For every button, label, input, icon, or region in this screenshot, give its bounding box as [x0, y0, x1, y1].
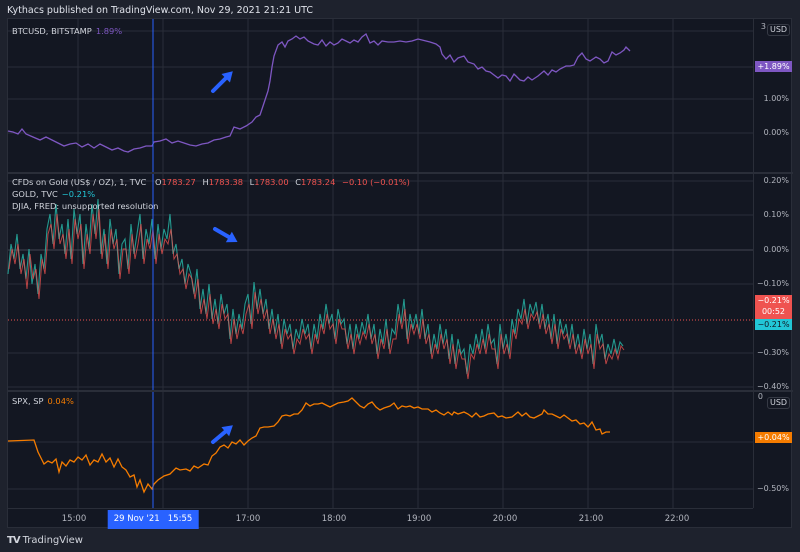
btc-pane-grid [7, 19, 753, 172]
gold-axis-label: −0.10% [756, 279, 789, 288]
djia-legend: DJIA, FRED: unsupported resolution [12, 201, 159, 211]
time-label: 21:00 [578, 514, 604, 524]
gold-red-badge: −0.21% 00:52 [755, 295, 792, 319]
spx-pane[interactable]: SPX, SP 0.04% [7, 392, 753, 508]
spx-last-price-badge: +0.04% [755, 432, 792, 443]
spx-pane-grid [7, 392, 753, 508]
gold-teal-badge: −0.21% [755, 319, 792, 330]
btc-change: 1.89% [95, 26, 123, 36]
crosshair-time-label: 29 Nov '21 15:55 [107, 510, 199, 529]
time-axis[interactable]: 15:00 17:00 18:00 19:00 20:00 21:00 22:0… [8, 508, 753, 529]
gold-price-axis[interactable]: 0.20% 0.10% 0.00% −0.10% −0.21% 00:52 −0… [753, 174, 793, 391]
btc-axis-label: 0.00% [763, 128, 789, 137]
close-label: C [295, 177, 302, 187]
gold-axis-label: 0.20% [763, 176, 789, 185]
btc-pane[interactable]: BTCUSD, BITSTAMP 1.89% [7, 19, 753, 172]
btc-axis-label: 1.00% [763, 94, 789, 103]
time-label: 19:00 [406, 514, 432, 524]
low-label: L [249, 177, 255, 187]
btc-axis-label: 3 [760, 22, 766, 31]
gold-second-change: −0.21% [61, 189, 96, 199]
tradingview-logo-icon: TV [7, 535, 21, 546]
gold-axis-label: 0.00% [763, 245, 789, 254]
gold-bar-timer: 00:52 [761, 307, 786, 316]
gold-axis-label: −0.40% [756, 382, 789, 391]
tradingview-logo[interactable]: TV TradingView [7, 535, 83, 546]
spx-symbol: SPX, SP [12, 396, 44, 406]
pane-separator[interactable] [8, 390, 793, 392]
spx-currency-button[interactable]: USD [767, 397, 791, 409]
gold-red-value: −0.21% [757, 296, 790, 305]
gold-axis-label: −0.30% [756, 348, 789, 357]
time-label: 22:00 [664, 514, 690, 524]
gold-candles [7, 198, 625, 380]
gold-change: −0.10 (−0.01%) [342, 177, 410, 187]
time-label: 20:00 [492, 514, 518, 524]
spx-change: 0.04% [47, 396, 74, 406]
gold-legend[interactable]: CFDs on Gold (US$ / OZ), 1, TVC O1783.27… [12, 176, 410, 212]
spx-axis-label: −0.50% [756, 484, 789, 493]
gold-title: CFDs on Gold (US$ / OZ), 1, TVC [12, 177, 147, 187]
gold-legend-main: CFDs on Gold (US$ / OZ), 1, TVC O1783.27… [12, 176, 410, 188]
spx-legend[interactable]: SPX, SP 0.04% [12, 395, 74, 407]
high-value: 1783.38 [208, 177, 244, 187]
gold-second-symbol: GOLD, TVC [12, 189, 58, 199]
gold-axis-label: 0.10% [763, 210, 789, 219]
arrow-down-icon [213, 227, 238, 243]
open-value: 1783.27 [161, 177, 196, 187]
high-label: H [202, 177, 209, 187]
gold-pane[interactable]: CFDs on Gold (US$ / OZ), 1, TVC O1783.27… [7, 174, 753, 390]
open-label: O [154, 177, 162, 187]
btc-symbol: BTCUSD, BITSTAMP [12, 26, 92, 36]
time-label: 15:00 [61, 514, 87, 524]
tradingview-brand: TradingView [22, 535, 83, 546]
arrow-up-icon [211, 425, 233, 444]
spx-axis-label: 0 [757, 392, 763, 401]
btc-price-axis[interactable]: 3 USD +1.89% 1.00% 0.00% [753, 19, 793, 172]
time-label: 17:00 [235, 514, 261, 524]
btc-legend[interactable]: BTCUSD, BITSTAMP 1.89% [12, 25, 122, 37]
spx-line [7, 397, 610, 494]
spx-price-axis[interactable]: 0 USD +0.04% −0.50% [753, 392, 793, 508]
btc-last-price-badge: +1.89% [755, 61, 792, 72]
time-label: 18:00 [321, 514, 347, 524]
gold-pane-grid [7, 174, 753, 390]
btc-line [7, 32, 631, 153]
arrow-up-icon [211, 71, 233, 93]
low-value: 1783.00 [254, 177, 289, 187]
gold-legend-second: GOLD, TVC −0.21% [12, 188, 410, 200]
publish-line: Kythacs published on TradingView.com, No… [7, 5, 313, 16]
chart-frame[interactable]: BTCUSD, BITSTAMP 1.89% 3 USD +1.89% 1.00%… [7, 18, 793, 529]
close-value: 1783.24 [301, 177, 336, 187]
btc-currency-button[interactable]: USD [767, 24, 791, 36]
pane-separator[interactable] [8, 172, 793, 174]
